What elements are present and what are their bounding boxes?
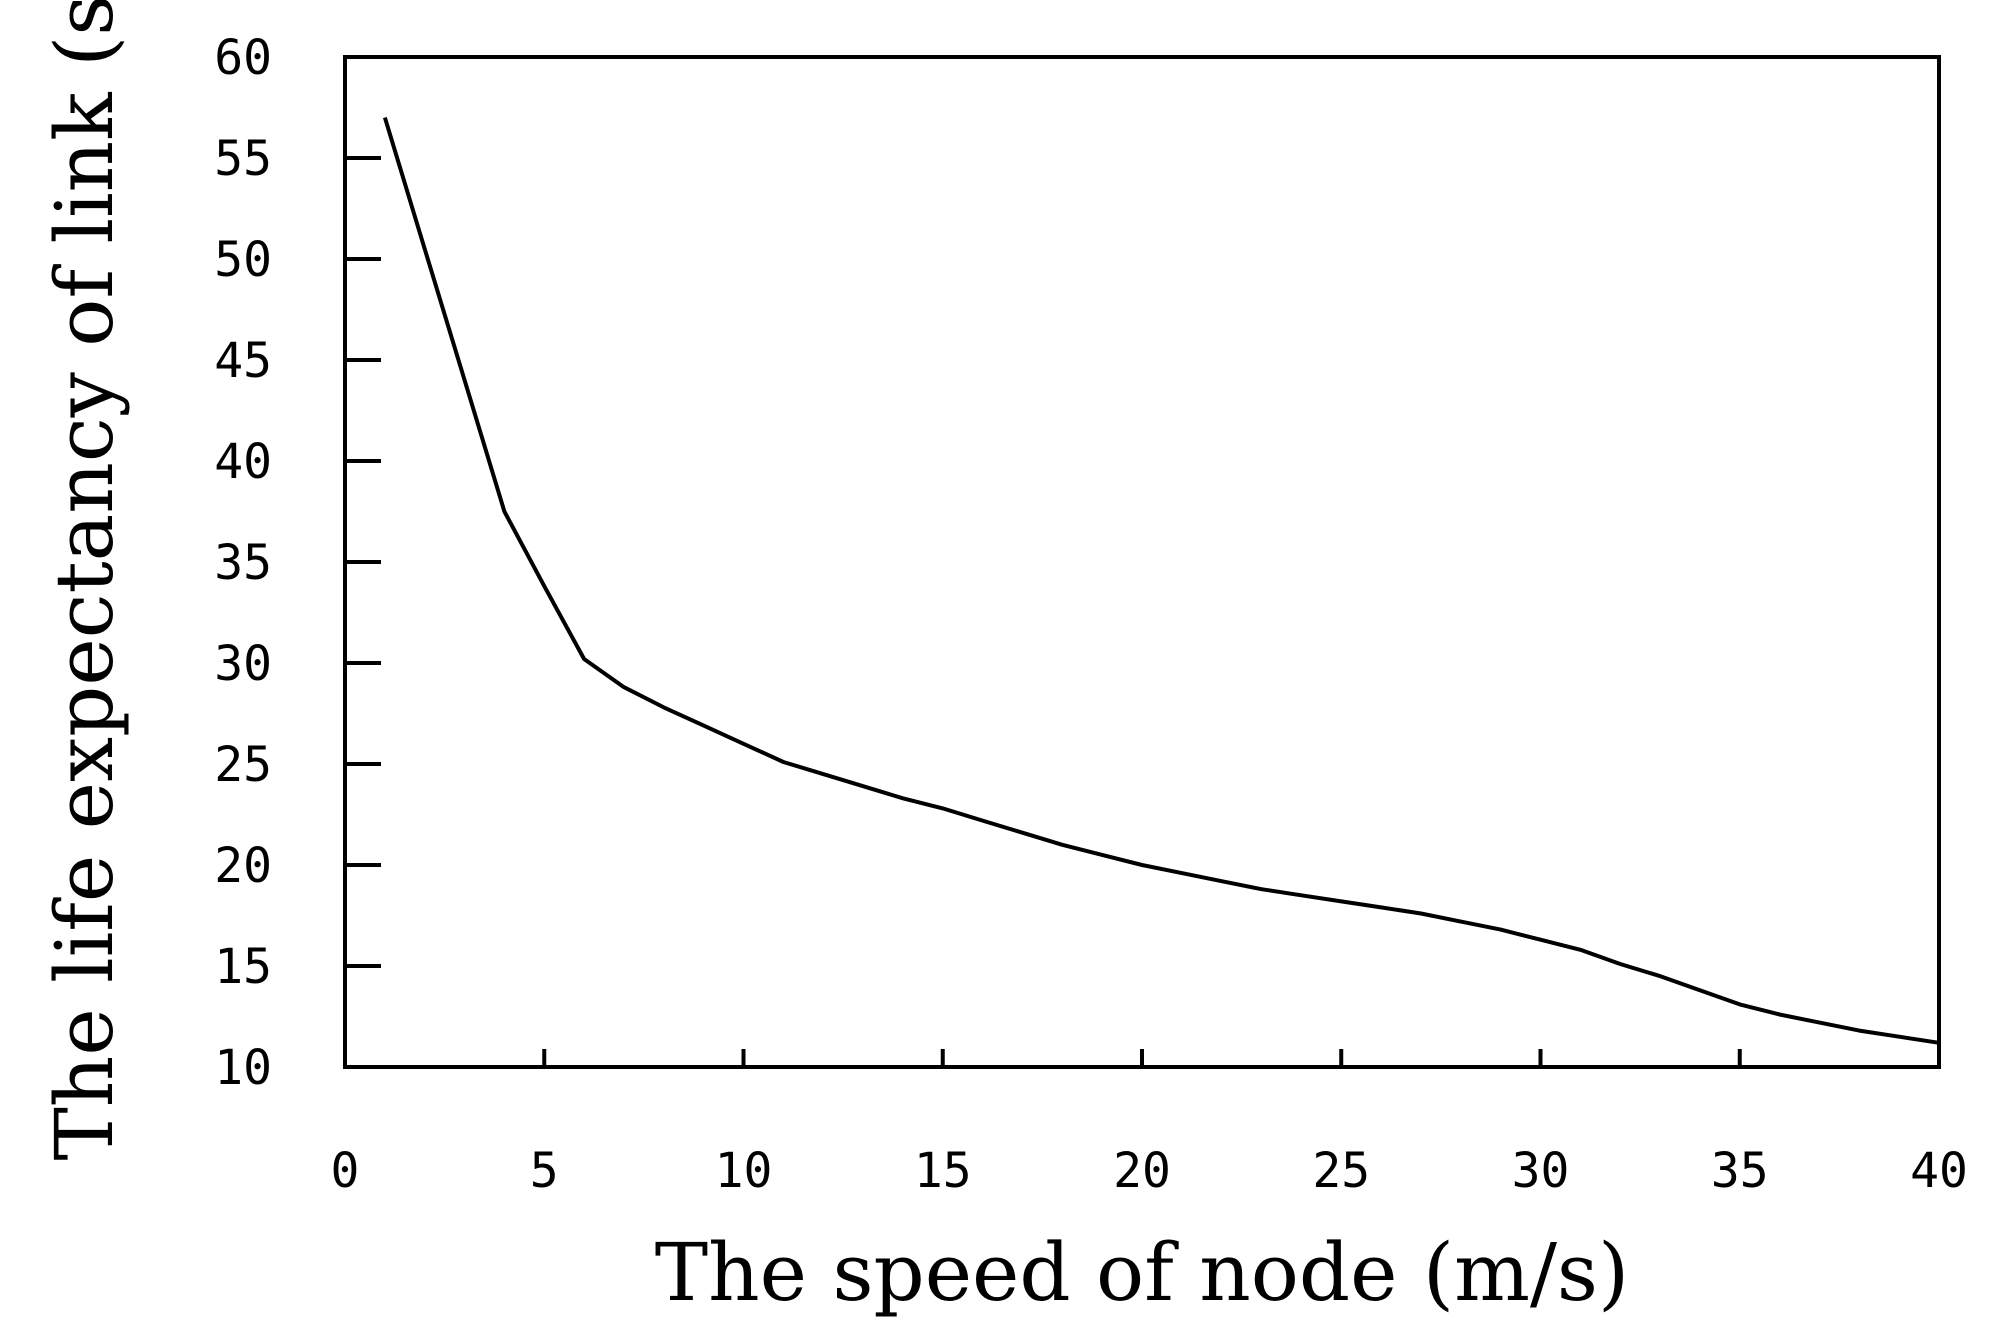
- x-tick-label: 25: [1312, 1143, 1370, 1199]
- y-tick-label: 55: [214, 131, 272, 187]
- x-tick-label: 20: [1113, 1143, 1171, 1199]
- series-line: [382, 117, 1940, 1045]
- x-tick-label: 35: [1711, 1143, 1769, 1199]
- y-tick-label: 10: [214, 1040, 272, 1096]
- x-tick-label: 30: [1512, 1143, 1570, 1199]
- x-tick-label: 5: [530, 1143, 559, 1199]
- y-tick-label: 15: [214, 939, 272, 995]
- x-axis-title: The speed of node (m/s): [655, 1226, 1629, 1319]
- plot-area-frame: [343, 55, 1941, 1069]
- x-tick-label: 0: [331, 1143, 360, 1199]
- y-tick-label: 45: [214, 333, 272, 389]
- y-tick-label: 25: [214, 737, 272, 793]
- y-axis-title: The life expectancy of link (s): [38, 0, 131, 1161]
- y-tick-label: 30: [214, 636, 272, 692]
- y-tick-label: 50: [214, 232, 272, 288]
- y-tick-label: 40: [214, 434, 272, 490]
- x-axis-ticks: 0 5 10 15 20 25 30 35 40: [331, 1049, 1968, 1199]
- y-tick-label: 60: [214, 30, 272, 86]
- y-axis-ticks: 10 15 20 25 30 35 40 45 50 55 60: [214, 30, 381, 1096]
- y-tick-label: 35: [214, 535, 272, 591]
- x-tick-label: 15: [914, 1143, 972, 1199]
- x-tick-label: 40: [1910, 1143, 1968, 1199]
- x-tick-label: 10: [715, 1143, 773, 1199]
- series-layer: [382, 117, 1940, 1045]
- y-tick-label: 20: [214, 838, 272, 894]
